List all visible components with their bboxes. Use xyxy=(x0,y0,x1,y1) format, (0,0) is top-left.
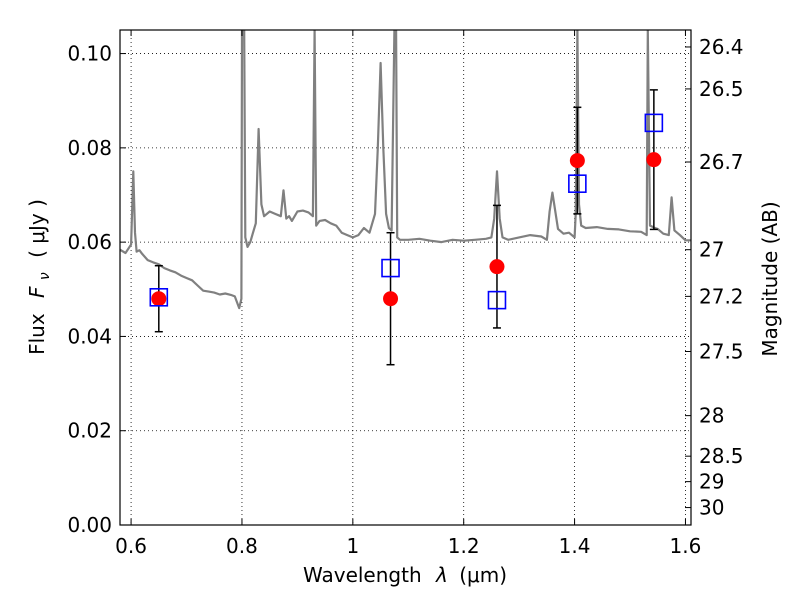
y-axis-label-subscript: ν xyxy=(37,272,53,280)
y2-tick-label: 30 xyxy=(699,496,724,520)
y-tick-label: 0.06 xyxy=(67,230,112,254)
y2-tick-label: 27.5 xyxy=(699,340,744,364)
model-point xyxy=(644,113,664,133)
y2-tick-label: 27.2 xyxy=(699,284,744,308)
x-tick-label: 1.6 xyxy=(670,534,702,558)
y-axis-label-symbol: F xyxy=(25,286,49,298)
x-tick-label: 0.8 xyxy=(226,534,258,558)
y2-tick-label: 28.5 xyxy=(699,444,744,468)
model-point xyxy=(381,258,400,278)
y2-tick-label: 28 xyxy=(699,404,724,428)
sed-line xyxy=(120,30,691,310)
x-tick-label: 1 xyxy=(346,534,359,558)
y2-tick-label: 26.5 xyxy=(699,77,744,101)
y2-tick-label: 27 xyxy=(699,238,724,262)
tick-layer: 0.6 0.8 1 1.2 1.4 1.6 0.00 0.02 0.04 0.06 0.08 0.10… xyxy=(67,30,744,558)
x-axis-label-text: Wavelength xyxy=(303,563,422,587)
x-axis-label: Wavelength λ (μm) xyxy=(303,563,507,587)
y2-tick-label: 29 xyxy=(699,470,724,494)
y-axis-label: Flux F ν ( μJy ) xyxy=(25,199,54,355)
observed-point xyxy=(489,259,505,275)
model-point xyxy=(487,290,507,310)
y-tick-label: 0.08 xyxy=(67,136,112,160)
observed-point xyxy=(383,291,399,307)
x-tick-label: 1.4 xyxy=(559,534,591,558)
plot-frame xyxy=(119,29,692,526)
y-tick-label: 0.00 xyxy=(67,513,112,537)
y2-axis-label: Magnitude (AB) xyxy=(758,201,782,356)
observed-point xyxy=(151,291,167,307)
x-tick-label: 0.6 xyxy=(115,534,147,558)
y-axis-label-unit: ( μJy ) xyxy=(25,199,49,258)
y2-tick-label: 26.4 xyxy=(699,35,744,59)
observed-points-layer xyxy=(151,152,662,307)
model-point xyxy=(568,174,587,193)
model-point xyxy=(149,287,169,307)
y-axis-label-text: Flux xyxy=(25,313,49,355)
y2-tick-label: 26.7 xyxy=(699,150,744,174)
observed-point xyxy=(646,152,662,168)
y-tick-label: 0.10 xyxy=(67,42,112,66)
observed-point xyxy=(569,153,585,169)
x-tick-label: 1.2 xyxy=(448,534,480,558)
y-tick-label: 0.02 xyxy=(67,419,112,443)
plot-background xyxy=(120,30,691,525)
grid xyxy=(120,30,691,526)
x-axis-label-unit: (μm) xyxy=(459,563,507,587)
y-tick-label: 0.04 xyxy=(67,324,112,348)
model-points-layer xyxy=(149,113,664,310)
x-axis-label-symbol: λ xyxy=(435,563,448,587)
sed-line-layer xyxy=(120,30,691,310)
